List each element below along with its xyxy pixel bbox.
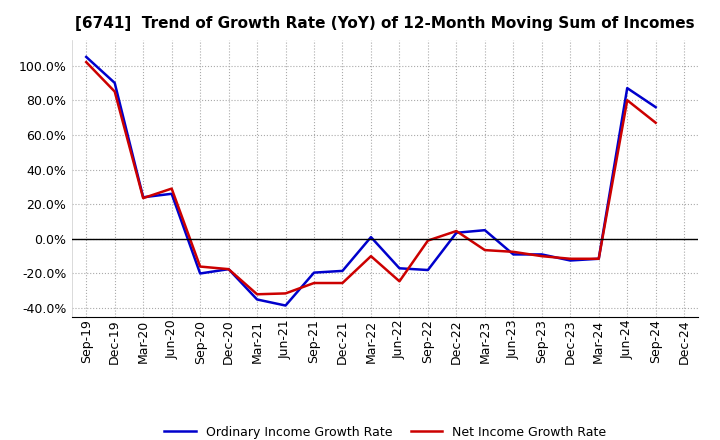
Ordinary Income Growth Rate (509, 252, 518, 257)
Ordinary Income Growth Rate (537, 252, 546, 257)
Net Income Growth Rate (139, 195, 148, 201)
Line: Net Income Growth Rate: Net Income Growth Rate (86, 62, 656, 294)
Net Income Growth Rate (82, 59, 91, 65)
Net Income Growth Rate (652, 120, 660, 125)
Net Income Growth Rate (509, 249, 518, 254)
Ordinary Income Growth Rate (225, 267, 233, 272)
Net Income Growth Rate (595, 256, 603, 261)
Net Income Growth Rate (480, 247, 489, 253)
Net Income Growth Rate (110, 89, 119, 94)
Ordinary Income Growth Rate (395, 266, 404, 271)
Net Income Growth Rate (537, 253, 546, 259)
Ordinary Income Growth Rate (338, 268, 347, 274)
Ordinary Income Growth Rate (196, 271, 204, 276)
Net Income Growth Rate (423, 238, 432, 243)
Ordinary Income Growth Rate (366, 235, 375, 240)
Net Income Growth Rate (253, 292, 261, 297)
Line: Ordinary Income Growth Rate: Ordinary Income Growth Rate (86, 57, 656, 305)
Net Income Growth Rate (452, 228, 461, 234)
Net Income Growth Rate (623, 98, 631, 103)
Ordinary Income Growth Rate (139, 194, 148, 200)
Net Income Growth Rate (167, 186, 176, 191)
Ordinary Income Growth Rate (452, 230, 461, 235)
Ordinary Income Growth Rate (423, 268, 432, 273)
Net Income Growth Rate (310, 280, 318, 286)
Title: [6741]  Trend of Growth Rate (YoY) of 12-Month Moving Sum of Incomes: [6741] Trend of Growth Rate (YoY) of 12-… (76, 16, 695, 32)
Ordinary Income Growth Rate (253, 297, 261, 302)
Legend: Ordinary Income Growth Rate, Net Income Growth Rate: Ordinary Income Growth Rate, Net Income … (159, 421, 611, 440)
Net Income Growth Rate (566, 256, 575, 261)
Ordinary Income Growth Rate (82, 54, 91, 59)
Ordinary Income Growth Rate (110, 80, 119, 85)
Net Income Growth Rate (282, 291, 290, 296)
Ordinary Income Growth Rate (282, 303, 290, 308)
Net Income Growth Rate (338, 280, 347, 286)
Ordinary Income Growth Rate (167, 191, 176, 196)
Ordinary Income Growth Rate (595, 256, 603, 261)
Net Income Growth Rate (395, 279, 404, 284)
Ordinary Income Growth Rate (310, 270, 318, 275)
Net Income Growth Rate (196, 264, 204, 269)
Ordinary Income Growth Rate (480, 227, 489, 233)
Ordinary Income Growth Rate (652, 105, 660, 110)
Net Income Growth Rate (225, 267, 233, 272)
Ordinary Income Growth Rate (623, 85, 631, 91)
Ordinary Income Growth Rate (566, 258, 575, 263)
Net Income Growth Rate (366, 253, 375, 259)
